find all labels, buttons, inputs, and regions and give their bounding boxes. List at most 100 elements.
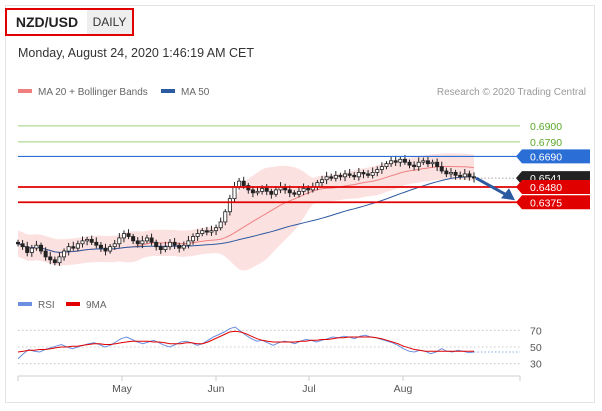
candle-body xyxy=(48,256,53,261)
timestamp: Monday, August 24, 2020 1:46:19 AM CET xyxy=(18,46,255,60)
candle-body xyxy=(287,189,292,194)
candle-body xyxy=(458,174,463,178)
candle-body xyxy=(338,174,343,178)
candle-body xyxy=(172,241,177,246)
candle-body xyxy=(75,243,80,249)
instrument-pair: NZD/USD xyxy=(15,14,79,30)
candle-body xyxy=(43,250,48,258)
candle-body xyxy=(218,221,223,229)
rsi-line xyxy=(17,326,475,360)
instrument-header[interactable]: NZD/USD DAILY xyxy=(5,8,134,36)
nine-ma-line xyxy=(17,330,474,353)
candle-body xyxy=(260,188,265,192)
candle-body xyxy=(177,244,182,249)
candle-body xyxy=(158,246,163,251)
nine-ma-legend-label: 9MA xyxy=(86,300,107,311)
candle-body xyxy=(200,230,205,234)
candle-body xyxy=(361,172,366,175)
candle-body xyxy=(375,169,380,173)
candle-body xyxy=(131,236,136,242)
candle-body xyxy=(306,188,311,191)
candle-body xyxy=(195,233,200,237)
rsi-legend-label: RSI xyxy=(38,300,55,311)
candle-body xyxy=(214,227,219,232)
candle-body xyxy=(453,172,458,176)
candle-body xyxy=(66,246,71,252)
support-label: 0.6375 xyxy=(530,197,562,209)
candle-body xyxy=(39,244,44,252)
candle-body xyxy=(352,174,357,178)
candle-body xyxy=(98,244,103,249)
candle-body xyxy=(333,174,338,179)
candle-body xyxy=(462,173,467,178)
candle-body xyxy=(223,211,228,223)
candle-body xyxy=(356,172,361,178)
candle-body xyxy=(292,192,297,195)
candle-body xyxy=(430,161,435,165)
candle-body xyxy=(319,179,324,184)
pivot-label: 0.6690 xyxy=(530,151,562,163)
candle-body xyxy=(444,170,449,175)
candle-body xyxy=(126,233,131,237)
candle-body xyxy=(52,259,57,264)
candle-body xyxy=(135,240,140,245)
rsi-tick-label: 70 xyxy=(530,325,542,337)
candle-body xyxy=(232,186,237,200)
candle-body xyxy=(144,237,149,242)
candle-body xyxy=(34,244,39,249)
timeframe-badge[interactable]: DAILY xyxy=(87,10,132,34)
support-label: 0.6480 xyxy=(530,182,562,194)
candle-body xyxy=(343,173,348,178)
bollinger-legend-swatch xyxy=(18,89,32,93)
candle-body xyxy=(209,230,214,233)
candle-body xyxy=(366,173,371,176)
rsi-plot: 70 50 30 xyxy=(17,325,542,371)
nine-ma-legend-swatch xyxy=(66,302,80,306)
candle-body xyxy=(241,180,246,186)
candle-body xyxy=(149,237,154,243)
candle-body xyxy=(264,188,269,192)
candle-body xyxy=(191,236,196,242)
support-label-bg xyxy=(516,195,590,210)
candle-body xyxy=(269,190,274,195)
candle-body xyxy=(435,161,440,168)
candle-body xyxy=(467,173,472,178)
rsi-tick-label: 30 xyxy=(530,359,542,371)
candle-body xyxy=(154,241,159,248)
resistance-label: 0.6790 xyxy=(530,137,562,149)
candle-body xyxy=(204,230,209,233)
candle-body xyxy=(89,239,94,243)
bollinger-legend-label: MA 20 + Bollinger Bands xyxy=(38,87,148,98)
candle-body xyxy=(347,173,352,176)
candle-body xyxy=(25,246,30,253)
x-tick-label: Jul xyxy=(302,383,315,395)
ma50-line xyxy=(17,176,475,253)
ma50-legend-swatch xyxy=(161,89,175,93)
x-axis: May Jun Jul Aug xyxy=(17,375,521,395)
candle-body xyxy=(167,241,172,248)
candle-body xyxy=(370,172,375,176)
candle-body xyxy=(140,240,145,245)
candle-body xyxy=(412,164,417,168)
candle-body xyxy=(227,198,232,213)
rsi-legend-swatch xyxy=(18,302,32,306)
candle-body xyxy=(186,240,191,246)
candle-body xyxy=(255,190,260,194)
candle-body xyxy=(29,247,34,253)
candle-body xyxy=(80,240,85,245)
chart-frame xyxy=(5,5,595,403)
candle-body xyxy=(402,158,407,163)
candle-body xyxy=(71,246,76,249)
candle-body xyxy=(421,160,426,163)
candle-body xyxy=(121,233,126,239)
bollinger-band xyxy=(18,153,474,271)
candle-body xyxy=(94,241,99,246)
x-tick-label: May xyxy=(112,383,133,395)
price-plot xyxy=(15,153,476,271)
candle-body xyxy=(379,166,384,170)
candle-body xyxy=(20,243,25,248)
candle-body xyxy=(407,161,412,166)
candle-body xyxy=(62,250,67,258)
candle-body xyxy=(296,190,301,195)
research-credit: Research © 2020 Trading Central xyxy=(437,87,586,98)
